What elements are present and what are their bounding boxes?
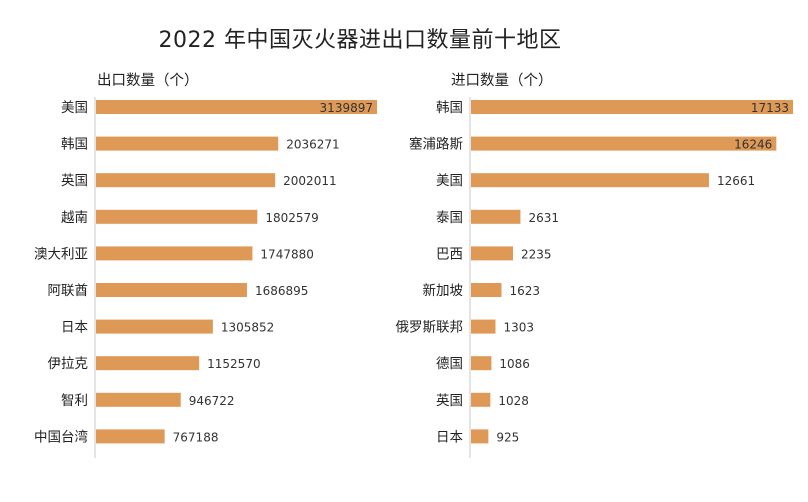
chart-title: 2022 年中国灭火器进出口数量前十地区: [158, 28, 562, 53]
category-label: 韩国: [436, 100, 463, 116]
data-label: 3139897: [320, 101, 373, 115]
bar: [471, 283, 502, 297]
bar: [96, 209, 258, 224]
category-label: 英国: [436, 392, 463, 409]
data-label: 1028: [498, 394, 529, 408]
bar: [471, 209, 521, 224]
bar: [471, 100, 793, 114]
data-label: 1086: [499, 357, 530, 371]
bar: [471, 173, 709, 188]
category-label: 日本: [436, 429, 463, 445]
category-label: 塞浦路斯: [409, 136, 463, 153]
category-label: 美国: [436, 173, 463, 189]
panel-title: 出口数量（个）: [97, 72, 199, 89]
bar: [96, 100, 377, 114]
data-label: 12661: [717, 174, 755, 188]
data-label: 2235: [521, 247, 552, 261]
bar: [96, 356, 200, 371]
data-label: 1305852: [221, 321, 274, 335]
bar: [96, 283, 247, 297]
export-panel: 出口数量（个） 美国 3139897 韩国 2036271 英国 2002011 越南 1802…: [34, 72, 377, 458]
bar: [471, 136, 777, 151]
category-label: 阿联酋: [48, 282, 89, 299]
bar: [471, 356, 492, 371]
category-label: 澳大利亚: [34, 246, 88, 262]
data-label: 2036271: [286, 138, 339, 152]
category-label: 越南: [61, 210, 88, 226]
data-label: 2631: [528, 211, 559, 225]
bar: [96, 319, 213, 334]
category-label: 伊拉克: [48, 356, 89, 372]
category-label: 新加坡: [423, 283, 464, 299]
bar: [471, 319, 496, 334]
bar: [471, 429, 489, 444]
category-label: 泰国: [436, 210, 463, 226]
bar: [96, 136, 279, 151]
data-label: 1152570: [207, 357, 260, 371]
category-label: 巴西: [436, 246, 463, 262]
data-label: 1802579: [265, 211, 318, 225]
data-label: 17133: [751, 101, 789, 115]
data-label: 946722: [189, 394, 235, 408]
data-label: 925: [496, 430, 519, 444]
category-label: 韩国: [61, 137, 88, 153]
data-label: 16246: [734, 138, 772, 152]
category-label: 智利: [61, 393, 88, 409]
bar: [96, 392, 181, 407]
data-label: 2002011: [283, 174, 336, 188]
data-label: 1686895: [255, 284, 308, 298]
data-label: 1303: [503, 321, 534, 335]
category-label: 中国台湾: [34, 428, 88, 445]
data-label: 767188: [173, 430, 219, 444]
category-label: 美国: [61, 100, 88, 116]
category-label: 德国: [436, 356, 463, 372]
import-panel: 进口数量（个） 韩国 17133 塞浦路斯 16246 美国 12661 泰国 2631 巴西 22…: [396, 72, 793, 458]
bar: [96, 246, 253, 261]
category-label: 日本: [61, 320, 88, 336]
bar: [96, 429, 165, 444]
bar: [96, 173, 276, 188]
panel-title: 进口数量（个）: [451, 72, 553, 89]
data-label: 1623: [510, 284, 541, 298]
data-label: 1747880: [260, 247, 313, 261]
category-label: 俄罗斯联邦: [396, 320, 464, 336]
bar: [471, 246, 514, 261]
category-label: 英国: [61, 172, 88, 189]
bar: [471, 392, 491, 407]
